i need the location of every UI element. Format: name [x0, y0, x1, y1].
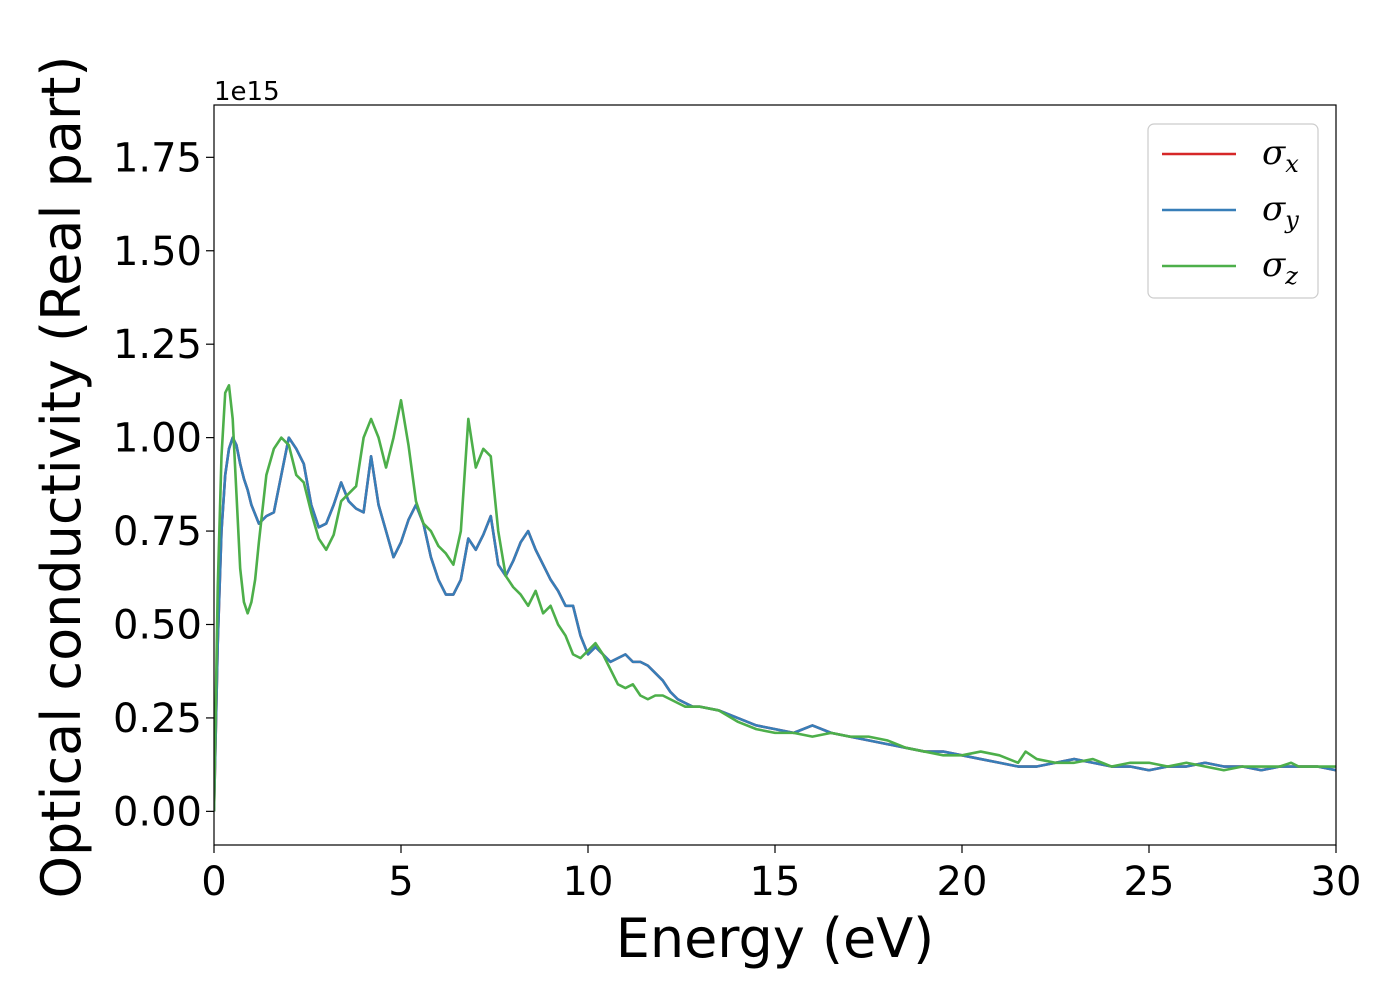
legend-symbol: σ [1262, 189, 1286, 229]
legend-symbol: σ [1262, 133, 1286, 173]
x-tick-label: 15 [750, 859, 801, 905]
x-tick-label: 30 [1311, 859, 1362, 905]
y-tick-label: 1.50 [113, 229, 202, 275]
x-tick-label: 20 [937, 859, 988, 905]
y-tick-label: 0.75 [113, 509, 202, 555]
y-tick-label: 0.50 [113, 602, 202, 648]
x-tick-label: 0 [201, 859, 226, 905]
legend-symbol: σ [1262, 245, 1286, 285]
x-tick-label: 5 [388, 859, 413, 905]
y-axis-title: Optical conductivity (Real part) [30, 56, 93, 899]
x-tick-label: 25 [1124, 859, 1175, 905]
legend-label-y: σy [1262, 189, 1299, 234]
x-axis-ticks: 0 5 10 15 20 25 30 [201, 845, 1361, 905]
legend-label-z: σz [1262, 245, 1298, 290]
y-axis-ticks: 0.00 0.25 0.50 0.75 1.00 1.25 1.50 1.75 [113, 135, 214, 835]
y-tick-label: 0.25 [113, 696, 202, 742]
series-line-y [214, 436, 1336, 812]
legend-label-x: σx [1262, 133, 1299, 178]
y-offset-label: 1e15 [214, 77, 280, 107]
x-axis-title: Energy (eV) [616, 907, 935, 970]
x-tick-label: 10 [563, 859, 614, 905]
y-tick-label: 0.00 [113, 789, 202, 835]
plot-lines [214, 384, 1336, 812]
y-tick-label: 1.25 [113, 322, 202, 368]
legend-subscript: y [1284, 206, 1299, 234]
series-line-z [214, 384, 1336, 812]
y-tick-label: 1.00 [113, 416, 202, 462]
y-tick-label: 1.75 [113, 135, 202, 181]
legend-subscript: x [1285, 150, 1299, 178]
legend-subscript: z [1284, 262, 1298, 290]
